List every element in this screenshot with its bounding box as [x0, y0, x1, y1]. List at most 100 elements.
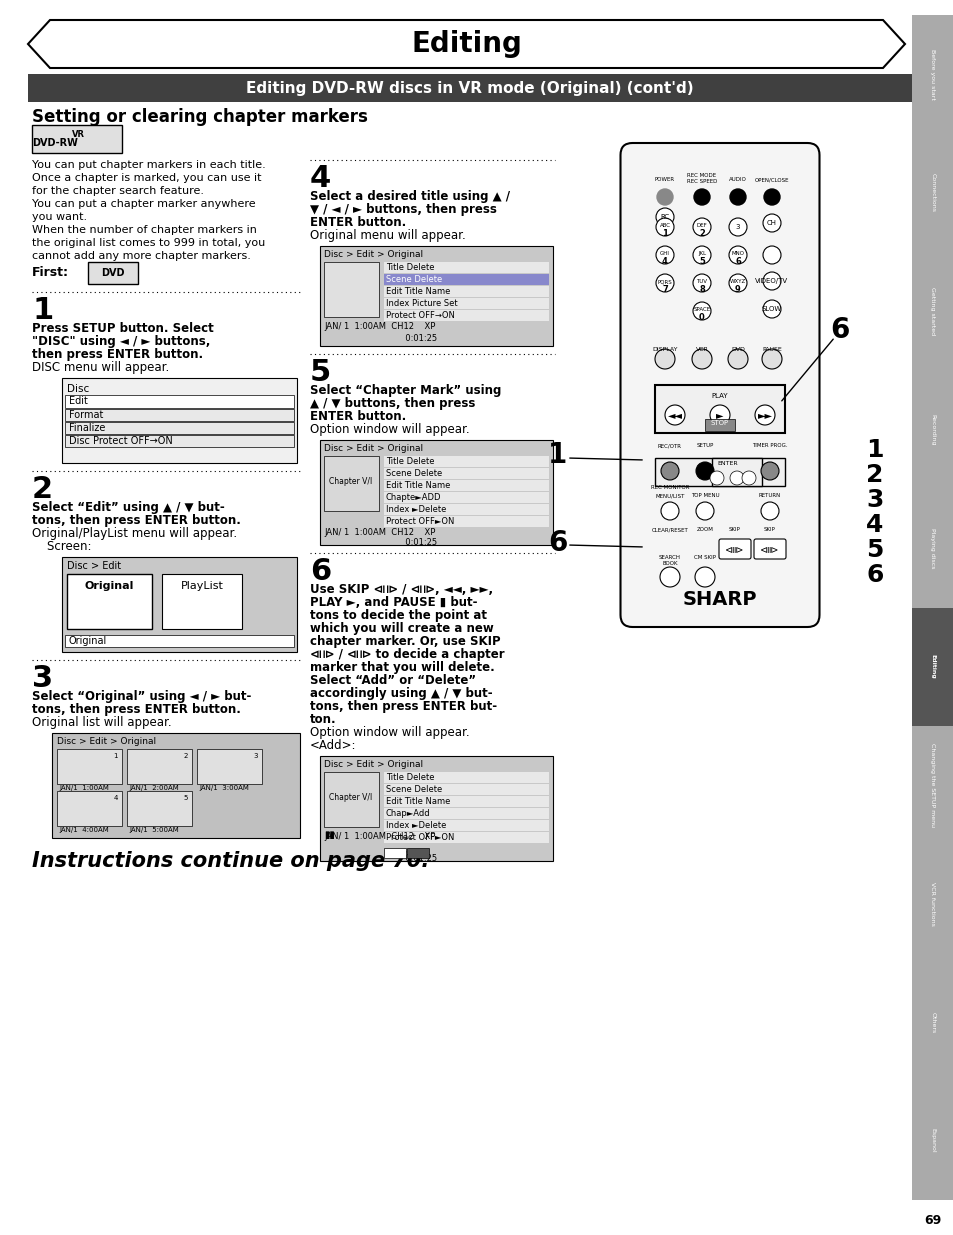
- Text: PLAY ►, and PAUSE ▮ but-: PLAY ►, and PAUSE ▮ but-: [310, 597, 477, 609]
- Text: 0:01:25: 0:01:25: [324, 333, 436, 343]
- Circle shape: [692, 274, 710, 291]
- Circle shape: [691, 350, 711, 369]
- Text: PlayList: PlayList: [180, 580, 223, 592]
- Text: tons, then press ENTER button.: tons, then press ENTER button.: [32, 514, 240, 527]
- Bar: [65, 395, 294, 408]
- Bar: [62, 378, 296, 463]
- Text: 4: 4: [661, 257, 667, 266]
- Bar: [911, 608, 953, 726]
- Text: Disc: Disc: [67, 384, 90, 394]
- Text: CH: CH: [766, 220, 776, 226]
- Text: 5: 5: [699, 257, 704, 266]
- Circle shape: [754, 405, 774, 425]
- Text: 2: 2: [32, 475, 53, 504]
- Text: Others: Others: [929, 1011, 935, 1032]
- Text: 2: 2: [183, 753, 188, 760]
- Text: then press ENTER button.: then press ENTER button.: [32, 348, 203, 361]
- Circle shape: [695, 567, 714, 587]
- Text: 8: 8: [699, 285, 704, 294]
- Text: SLOW: SLOW: [761, 306, 781, 312]
- Text: Scene Delete: Scene Delete: [386, 785, 442, 794]
- Text: Scene Delete: Scene Delete: [386, 275, 442, 284]
- Text: RC: RC: [659, 214, 669, 220]
- Text: DISC menu will appear.: DISC menu will appear.: [32, 361, 169, 374]
- Circle shape: [656, 219, 673, 236]
- Bar: [67, 574, 152, 629]
- Text: No: No: [413, 848, 423, 858]
- Circle shape: [728, 246, 746, 264]
- Circle shape: [762, 214, 781, 232]
- Text: First:: First:: [32, 266, 69, 279]
- Text: Select “Chapter Mark” using: Select “Chapter Mark” using: [310, 384, 501, 396]
- Circle shape: [760, 501, 779, 520]
- Bar: [655, 458, 784, 487]
- Text: Playing discs: Playing discs: [929, 529, 935, 568]
- Bar: [65, 409, 294, 421]
- Text: ENTER button.: ENTER button.: [310, 216, 406, 228]
- Text: WXYZ: WXYZ: [729, 279, 745, 284]
- Bar: [324, 262, 378, 317]
- Bar: [911, 845, 953, 963]
- Text: 1: 1: [548, 441, 567, 469]
- Text: POWER: POWER: [655, 177, 675, 182]
- Text: ►►: ►►: [757, 410, 772, 420]
- Text: Getting started: Getting started: [929, 288, 935, 336]
- Text: SHARP: SHARP: [682, 590, 757, 609]
- Bar: [384, 820, 548, 831]
- Bar: [911, 489, 953, 608]
- Text: 3: 3: [32, 664, 53, 693]
- Text: 4: 4: [310, 164, 331, 193]
- Text: REC MONITOR: REC MONITOR: [650, 485, 688, 490]
- Text: VR: VR: [71, 130, 85, 140]
- Circle shape: [729, 189, 745, 205]
- Text: Press SETUP button. Select: Press SETUP button. Select: [32, 322, 213, 335]
- Bar: [655, 385, 784, 433]
- Bar: [384, 832, 548, 844]
- Text: 6: 6: [548, 529, 567, 557]
- FancyBboxPatch shape: [719, 538, 750, 559]
- Text: ENTER button.: ENTER button.: [310, 410, 406, 424]
- Bar: [384, 287, 548, 296]
- Circle shape: [692, 246, 710, 264]
- Bar: [384, 797, 548, 806]
- Text: Scene Delete: Scene Delete: [386, 469, 442, 478]
- Text: Disc Protect OFF→ON: Disc Protect OFF→ON: [69, 436, 172, 446]
- Text: 1: 1: [113, 753, 118, 760]
- Bar: [65, 422, 294, 433]
- Text: Before you start: Before you start: [929, 49, 935, 100]
- Text: PAUSE: PAUSE: [761, 347, 781, 352]
- Text: When the number of chapter markers in: When the number of chapter markers in: [32, 225, 256, 235]
- Text: Protect OFF→ON: Protect OFF→ON: [386, 311, 455, 320]
- Circle shape: [656, 246, 673, 264]
- Text: 6: 6: [865, 563, 882, 587]
- Bar: [911, 370, 953, 489]
- Text: TIMER PROG.: TIMER PROG.: [751, 443, 787, 448]
- Text: ►: ►: [716, 410, 723, 420]
- Text: Setting or clearing chapter markers: Setting or clearing chapter markers: [32, 107, 368, 126]
- Text: Chapter V/I: Chapter V/I: [329, 794, 373, 803]
- Text: Disc > Edit > Original: Disc > Edit > Original: [324, 760, 423, 769]
- Circle shape: [741, 471, 755, 485]
- Text: JAN/1  2:00AM: JAN/1 2:00AM: [129, 785, 178, 790]
- Text: 0:01:25: 0:01:25: [324, 853, 436, 863]
- Bar: [57, 748, 122, 784]
- Bar: [384, 516, 548, 527]
- Bar: [162, 574, 242, 629]
- Bar: [384, 456, 548, 467]
- Text: Edit Title Name: Edit Title Name: [386, 287, 450, 296]
- Text: JAN/1  5:00AM: JAN/1 5:00AM: [129, 827, 178, 832]
- Circle shape: [728, 274, 746, 291]
- Circle shape: [664, 405, 684, 425]
- Text: Once a chapter is marked, you can use it: Once a chapter is marked, you can use it: [32, 173, 261, 183]
- Text: accordingly using ▲ / ▼ but-: accordingly using ▲ / ▼ but-: [310, 687, 492, 700]
- Bar: [384, 468, 548, 479]
- Text: ton.: ton.: [310, 713, 336, 726]
- Bar: [384, 772, 548, 783]
- Text: 0:01:25: 0:01:25: [324, 538, 436, 547]
- Text: 1: 1: [661, 228, 667, 238]
- Text: Changing the SETUP menu: Changing the SETUP menu: [929, 743, 935, 827]
- Text: Title Delete: Title Delete: [386, 263, 434, 272]
- Text: TUV: TUV: [696, 279, 707, 284]
- Text: Original/PlayList menu will appear.: Original/PlayList menu will appear.: [32, 527, 237, 540]
- Bar: [319, 440, 553, 545]
